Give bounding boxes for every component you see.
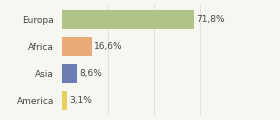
Text: 8,6%: 8,6% [79,69,102,78]
Text: 3,1%: 3,1% [69,96,92,105]
Text: 71,8%: 71,8% [196,15,224,24]
Bar [62,37,92,56]
Bar [62,91,67,110]
Text: 16,6%: 16,6% [94,42,122,51]
Bar [62,64,78,83]
Bar [62,10,194,29]
